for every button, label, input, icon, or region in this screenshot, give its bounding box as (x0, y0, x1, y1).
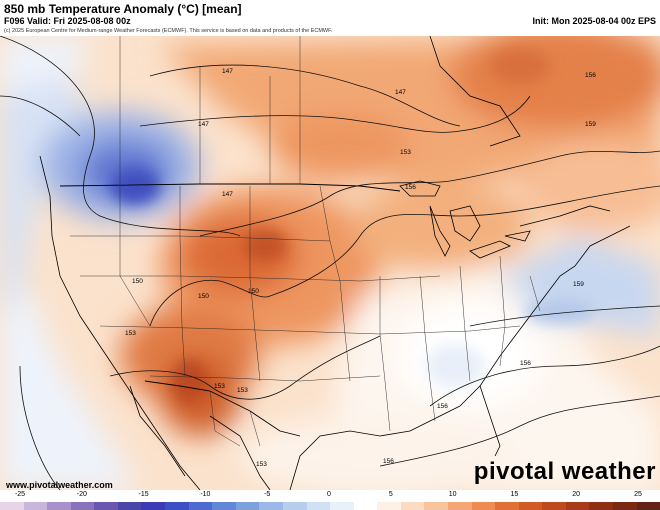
contour-label-156d: 156 (437, 403, 448, 410)
colorbar-tick-label: 20 (572, 491, 581, 498)
colorbar-swatch (117, 502, 142, 510)
site-url: www.pivotalweather.com (6, 480, 113, 490)
map-title: 850 mb Temperature Anomaly (°C) [mean] (4, 2, 242, 16)
contour-label-156e: 156 (383, 458, 394, 465)
colorbar-tick-label: -5 (264, 491, 271, 498)
coastlines (39, 36, 631, 490)
state-borders (70, 36, 541, 447)
colorbar-swatch (70, 502, 95, 510)
colorbar: -25 -20 -15 -10 -5 0 5 10 15 20 25 (0, 490, 660, 510)
contour-label-150b: 150 (198, 293, 209, 300)
contour-label-156c: 156 (520, 360, 531, 367)
colorbar-tick-label: 10 (448, 491, 457, 498)
contour-label-153e: 153 (256, 461, 267, 468)
colorbar-swatch (518, 502, 543, 510)
colorbar-tick-label: 0 (327, 491, 331, 498)
contour-label-156a: 156 (585, 72, 596, 79)
colorbar-tick-label: -10 (200, 491, 211, 498)
contour-label-147d: 147 (222, 191, 233, 198)
contour-label-153c: 153 (214, 383, 225, 390)
brand-logo-text: pivotal weather (473, 458, 656, 485)
colorbar-swatch (188, 502, 213, 510)
colorbar-swatch (23, 502, 48, 510)
contour-label-150a: 150 (132, 278, 143, 285)
colorbar-swatch (377, 502, 401, 510)
colorbar-swatch (235, 502, 260, 510)
contour-label-159a: 159 (585, 121, 596, 128)
contour-label-153a: 153 (400, 149, 411, 156)
colorbar-swatch (589, 502, 614, 510)
colorbar-swatch (94, 502, 118, 510)
colorbar-swatch (282, 502, 307, 510)
contour-label-156b: 156 (405, 184, 416, 191)
colorbar-swatch (353, 502, 378, 510)
colorbar-swatch (636, 502, 660, 510)
anomaly-shading (0, 36, 660, 490)
map-panel: 147 147 147 147 150 150 150 153 153 153 … (0, 36, 660, 490)
colorbar-swatch (306, 502, 331, 510)
anomaly-detail (110, 48, 595, 403)
colorbar-swatch (613, 502, 637, 510)
init-time: Init: Mon 2025-08-04 00z EPS (532, 16, 656, 26)
height-contours (0, 36, 660, 490)
colorbar-swatch (447, 502, 472, 510)
colorbar-swatch (0, 502, 24, 510)
colorbar-swatch (259, 502, 283, 510)
great-lakes (399, 180, 531, 259)
colorbar-tick-label: 15 (510, 491, 519, 498)
contour-label-150c: 150 (248, 288, 259, 295)
colorbar-swatch (471, 502, 496, 510)
contour-label-153d: 153 (237, 387, 248, 394)
contour-label-153b: 153 (125, 330, 136, 337)
contour-label-147c: 147 (198, 121, 209, 128)
colorbar-swatch (495, 502, 519, 510)
colorbar-strip (0, 502, 660, 510)
colorbar-swatch (565, 502, 590, 510)
colorbar-tick-label: -25 (14, 491, 26, 498)
colorbar-swatch (424, 502, 448, 510)
valid-time: F096 Valid: Fri 2025-08-08 00z (4, 16, 131, 26)
header: 850 mb Temperature Anomaly (°C) [mean] F… (0, 0, 660, 38)
contour-label-147a: 147 (222, 68, 233, 75)
colorbar-swatch (212, 502, 236, 510)
contour-label-147b: 147 (395, 89, 406, 96)
anomaly-map: 147 147 147 147 150 150 150 153 153 153 … (0, 36, 660, 490)
colorbar-tick-label: -20 (76, 491, 87, 498)
colorbar-swatch (542, 502, 566, 510)
colorbar-tick-label: -15 (138, 491, 149, 498)
colorbar-tick-label: 25 (634, 491, 642, 498)
colorbar-swatch (165, 502, 189, 510)
contour-label-159b: 159 (573, 281, 584, 288)
colorbar-swatch (47, 502, 71, 510)
colorbar-swatch (400, 502, 425, 510)
contour-labels: 147 147 147 147 150 150 150 153 153 153 … (125, 68, 596, 468)
ecmwf-credit: (c) 2025 European Centre for Medium-rang… (4, 28, 333, 34)
colorbar-swatch (141, 502, 166, 510)
colorbar-swatch (330, 502, 354, 510)
colorbar-tick-label: 5 (388, 491, 393, 498)
